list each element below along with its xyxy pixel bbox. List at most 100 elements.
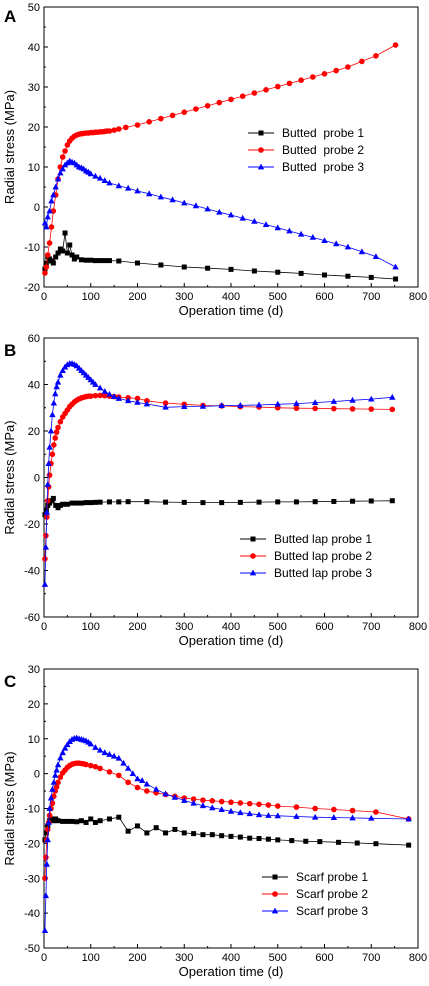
data-point (97, 765, 103, 772)
x-tick-label: 300 (175, 621, 193, 633)
data-point (138, 777, 146, 783)
data-point (69, 818, 75, 824)
y-axis-title: Radial stress (MPa) (2, 751, 17, 865)
data-point (129, 770, 137, 777)
data-point (274, 400, 281, 407)
data-point (145, 190, 153, 197)
x-tick-label: 500 (269, 952, 287, 964)
data-point (322, 272, 327, 278)
data-point (393, 276, 399, 282)
data-point (406, 842, 412, 848)
data-point (237, 834, 243, 840)
data-point (92, 258, 98, 264)
data-point (110, 393, 118, 399)
data-point (190, 799, 197, 806)
data-point (297, 230, 305, 237)
data-point (251, 218, 258, 224)
x-tick-label: 500 (269, 621, 287, 633)
data-point (87, 170, 94, 177)
data-point (106, 258, 112, 264)
data-point (162, 403, 169, 410)
data-point (218, 806, 225, 812)
data-point (43, 264, 50, 270)
data-point (62, 230, 68, 236)
x-tick-label: 700 (362, 621, 380, 633)
data-point (274, 812, 281, 819)
data-point (349, 396, 356, 403)
data-point (289, 838, 295, 844)
data-point (50, 260, 56, 266)
data-point (158, 262, 164, 268)
y-tick-label: -60 (24, 612, 40, 624)
data-point (124, 184, 132, 191)
legend-marker (271, 907, 279, 914)
data-point (46, 805, 53, 811)
data-point (43, 854, 49, 861)
data-point (344, 243, 352, 250)
data-point (87, 393, 94, 399)
data-point (49, 411, 56, 418)
data-point (275, 269, 281, 275)
x-tick-label: 200 (128, 621, 146, 633)
data-point (45, 460, 52, 466)
data-point (52, 435, 59, 441)
data-point (330, 398, 338, 404)
data-point (191, 831, 197, 837)
x-tick-label: 0 (41, 291, 47, 303)
x-tick-label: 700 (362, 291, 380, 303)
x-tick-label: 300 (175, 291, 193, 303)
data-point (169, 112, 176, 119)
data-point (368, 498, 374, 504)
x-tick-label: 400 (222, 621, 240, 633)
data-point (317, 839, 323, 845)
data-point (46, 472, 53, 478)
data-point (92, 819, 98, 825)
x-tick-label: 800 (409, 621, 427, 633)
x-tick-label: 100 (82, 621, 100, 633)
x-tick-label: 300 (175, 952, 193, 964)
data-point (64, 250, 70, 256)
y-tick-label: 0 (34, 202, 40, 214)
data-point (69, 252, 75, 258)
data-point (60, 818, 66, 824)
x-tick-label: 100 (82, 952, 100, 964)
data-point (286, 227, 293, 234)
data-point (311, 399, 319, 406)
data-point (54, 378, 62, 385)
data-point (227, 807, 235, 814)
data-point (67, 242, 73, 248)
legend-marker (257, 163, 265, 170)
series-3 (41, 734, 412, 933)
data-point (52, 390, 59, 397)
legend-marker (249, 569, 257, 576)
x-tick-label: 200 (128, 952, 146, 964)
data-point (97, 258, 103, 264)
chart-panel-c: C0 100 200 300 400 500 600 700 800-50-40-30-20-1… (2, 664, 427, 979)
data-point (216, 99, 223, 106)
x-tick-label: 800 (409, 291, 427, 303)
data-point (46, 443, 53, 450)
x-tick-label: 0 (41, 952, 47, 964)
y-tick-label: -40 (24, 908, 40, 920)
data-point (158, 115, 164, 122)
data-point (49, 785, 56, 792)
data-point (228, 799, 234, 806)
data-point (171, 793, 179, 800)
panel-letter: B (4, 341, 16, 360)
series-3 (41, 157, 399, 270)
x-axis-title: Operation time (d) (179, 964, 284, 979)
data-point (46, 207, 53, 214)
series-line (44, 44, 396, 274)
legend-marker (250, 536, 256, 542)
x-tick-label: 0 (41, 621, 47, 633)
data-point (255, 401, 263, 408)
data-point (43, 860, 51, 867)
data-point (123, 124, 129, 131)
y-axis-title: Radial stress (MPa) (2, 90, 17, 204)
data-point (97, 392, 103, 399)
data-point (255, 811, 263, 818)
data-point (54, 175, 62, 182)
data-point (373, 53, 379, 59)
data-point (53, 766, 60, 773)
data-point (106, 769, 113, 775)
